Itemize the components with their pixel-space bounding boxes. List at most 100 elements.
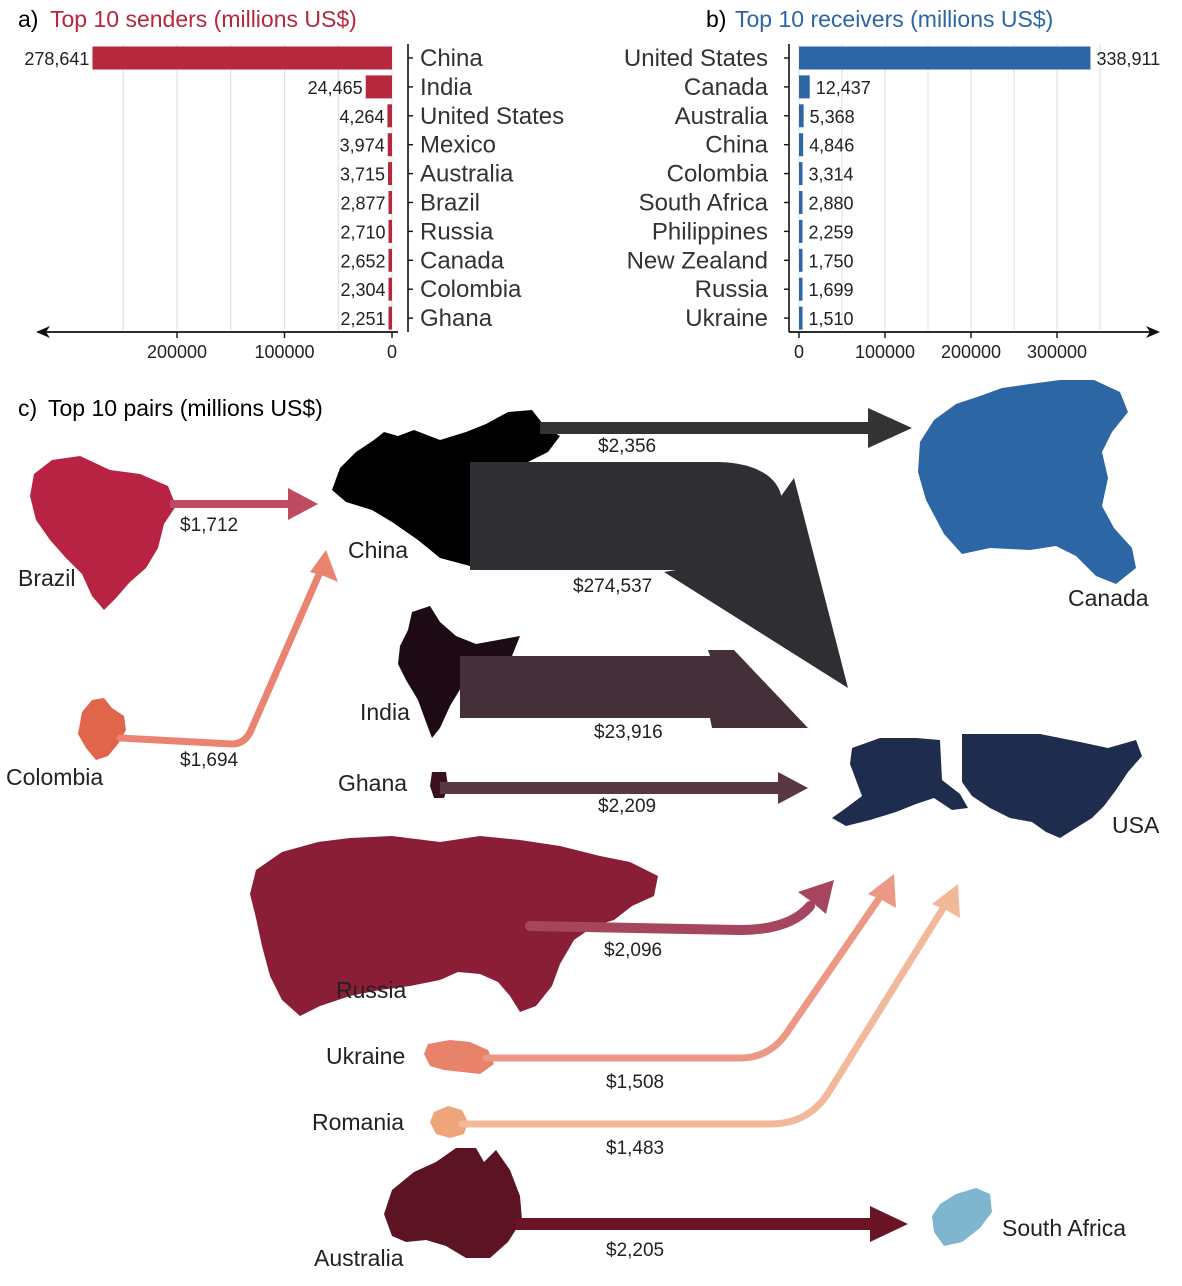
panel-a-category-label: Colombia [420, 276, 522, 303]
panel-a-value-label: 3,974 [340, 136, 385, 156]
flow-label-china-canada: $2,356 [598, 436, 656, 457]
panel-a-bars [92, 46, 392, 330]
label-india: India [360, 699, 410, 725]
country-shapes [30, 380, 1142, 1258]
panel-a-category-label: Russia [420, 218, 494, 245]
flow-russia-usa-head [798, 880, 834, 914]
panel-c-letter: c) [18, 395, 37, 421]
panel-b-value-label: 1,510 [809, 309, 854, 329]
flow-label-brazil-china: $1,712 [180, 515, 238, 536]
panel-a-ticks: 200000 100000 0 [147, 332, 397, 362]
panel-a-bar [388, 219, 392, 243]
panel-b-bar [799, 46, 1091, 70]
panel-a-letter: a) [18, 6, 38, 32]
flow-label-china-usa: $274,537 [573, 576, 652, 597]
panel-b-letter: b) [706, 6, 726, 32]
flow-romania-usa-arrow [458, 906, 946, 1128]
panel-a-bar [388, 162, 392, 186]
panel-a-bar [388, 191, 392, 214]
flow-india-usa-arrow [460, 650, 808, 728]
panel-b-bar [799, 248, 803, 272]
label-russia: Russia [336, 977, 407, 1003]
panel-b-category-label: China [705, 132, 768, 159]
flow-label-russia-usa: $2,096 [604, 940, 662, 961]
panel-b-value-label: 2,259 [809, 222, 854, 242]
panel-b-value-label: 3,314 [809, 165, 854, 185]
panel-a-value-label: 4,264 [339, 107, 384, 127]
panel-a-value-label: 2,251 [340, 309, 385, 329]
panel-a-category-label: Ghana [420, 305, 493, 332]
flow-russia-usa-arrow [525, 901, 815, 936]
flow-china-canada-arrow [540, 408, 912, 448]
flow-label-romania-usa: $1,483 [606, 1138, 664, 1159]
australia-shape [384, 1148, 522, 1258]
panel-b-category-label: Colombia [667, 161, 769, 188]
panel-a-value-label: 3,715 [340, 165, 385, 185]
panel-b-category-label: Australia [675, 103, 769, 130]
panel-a-category-label: Australia [420, 161, 514, 188]
flow-label-ukraine-usa: $1,508 [606, 1072, 664, 1093]
usa-shape [832, 734, 1142, 838]
panel-b-category-label: Philippines [652, 218, 768, 245]
label-colombia: Colombia [6, 764, 103, 790]
flow-china-usa-arrow [470, 462, 848, 688]
panel-b-title: Top 10 receivers (millions US$) [735, 6, 1053, 32]
flow-australia-safrica-arrow [516, 1206, 908, 1242]
flow-ghana-usa-arrow [440, 772, 808, 804]
panel-a-value-label: 2,710 [340, 222, 385, 242]
panel-b-xtick-label: 0 [794, 342, 804, 362]
panel-b-value-labels: 338,911 12,437 5,368 4,846 3,314 2,880 2,259 1,… [809, 49, 1161, 329]
panel-c-title: Top 10 pairs (millions US$) [48, 395, 323, 421]
panel-b-bar [799, 191, 803, 214]
panel-a-category-label: United States [420, 103, 564, 130]
panel-b-xtick-label: 200000 [941, 342, 1001, 362]
panel-b-bar [799, 162, 803, 186]
panel-b-category-label: Ukraine [685, 305, 768, 332]
panel-b-value-label: 2,880 [809, 194, 854, 214]
panel-a-category-label: India [420, 74, 473, 101]
panel-b-bar [799, 133, 804, 157]
panel-b-bars [799, 46, 1091, 330]
panel-b: b) Top 10 receivers (millions US$) Unite… [624, 6, 1160, 362]
panel-a-category-label: Brazil [420, 190, 480, 217]
panel-a-category-label: Mexico [420, 132, 496, 159]
panel-a-value-label: 24,465 [308, 78, 363, 98]
flow-label-ghana-usa: $2,209 [598, 796, 656, 817]
panel-a-value-label: 2,304 [340, 280, 385, 300]
panel-b-value-label: 12,437 [816, 78, 871, 98]
india-shape [398, 606, 520, 738]
panel-a-bar [388, 248, 392, 272]
flow-ukraine-usa-arrow [482, 896, 882, 1062]
panel-b-value-label: 1,699 [809, 280, 854, 300]
flow-label-australia-safrica: $2,205 [606, 1240, 664, 1261]
panel-a-xtick-label: 0 [387, 342, 397, 362]
label-south-africa: South Africa [1002, 1215, 1126, 1241]
flow-arrows [116, 408, 960, 1242]
panel-a-bar [365, 75, 392, 99]
panel-a-bar [92, 46, 392, 70]
panel-a-bar [388, 306, 392, 330]
ukraine-shape [424, 1040, 494, 1074]
flow-brazil-china-arrow [170, 488, 318, 520]
canada-shape [918, 380, 1136, 584]
flow-romania-usa-head [932, 884, 960, 918]
panel-b-bar [799, 104, 804, 128]
panel-a-title: Top 10 senders (millions US$) [50, 6, 357, 32]
label-brazil: Brazil [18, 565, 76, 591]
flow-label-india-usa: $23,916 [594, 722, 663, 743]
label-ukraine: Ukraine [326, 1043, 405, 1069]
panel-b-bar [799, 277, 803, 301]
panel-b-xtick-label: 100000 [855, 342, 915, 362]
flow-colombia-china-head [310, 550, 338, 582]
panel-b-value-label: 1,750 [809, 251, 854, 271]
panel-a-bar [388, 277, 392, 301]
panel-a-value-label: 278,641 [24, 49, 89, 69]
panel-b-bar [799, 219, 803, 243]
south-africa-shape [932, 1188, 992, 1246]
panel-a-category-label: Canada [420, 247, 505, 274]
panel-a: a) Top 10 senders (millions US$) ChinaIn… [18, 6, 564, 362]
flow-ukraine-usa-head [868, 874, 896, 908]
panel-b-category-label: South Africa [639, 190, 769, 217]
panel-a-xtick-label: 100000 [254, 342, 314, 362]
